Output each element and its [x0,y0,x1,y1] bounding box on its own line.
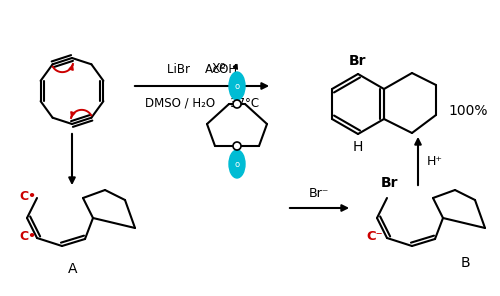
Text: o: o [234,81,240,91]
Circle shape [233,142,241,150]
Text: LiBr    AcOH: LiBr AcOH [167,63,237,76]
Text: DMSO / H₂O    37°C: DMSO / H₂O 37°C [145,96,259,109]
Text: B: B [460,256,470,270]
Text: o: o [234,160,240,168]
Text: H: H [353,140,363,154]
Text: Br: Br [380,176,398,190]
Ellipse shape [229,150,245,178]
Text: A: A [68,262,78,276]
Ellipse shape [229,72,245,100]
Text: H⁺: H⁺ [427,155,443,168]
Circle shape [233,100,241,108]
Text: 100%: 100% [448,104,488,118]
Text: Br: Br [349,54,367,68]
Text: Br⁻: Br⁻ [309,187,329,200]
Text: C•: C• [20,229,36,242]
Text: C⁻: C⁻ [366,229,384,242]
Text: Xº: Xº [212,62,226,75]
Text: C•: C• [20,189,36,202]
